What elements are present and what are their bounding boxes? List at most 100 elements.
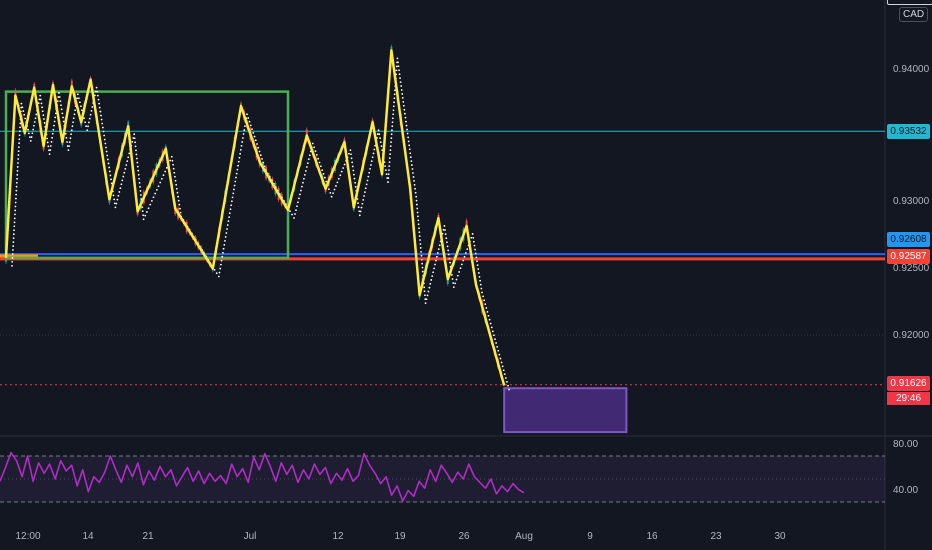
trail-dot [424, 298, 427, 301]
trail-dot [480, 287, 483, 290]
trail-dot [449, 261, 451, 264]
trail-dot [261, 158, 263, 160]
trail-dot [176, 191, 179, 194]
trail-dot [14, 209, 17, 212]
trail-dot [62, 120, 65, 123]
rsi-band [0, 456, 885, 502]
trail-dot [407, 140, 410, 143]
trail-dot [235, 176, 237, 179]
trail-dot [354, 181, 356, 184]
trail-dot [70, 129, 73, 132]
trail-dot [410, 160, 413, 163]
trail-dot [175, 187, 178, 190]
trail-dot [444, 229, 446, 231]
trail-dot [162, 174, 165, 177]
trail-dot [230, 200, 233, 203]
trail-dot [377, 129, 380, 132]
trail-dot [263, 165, 266, 168]
trail-dot [499, 357, 502, 360]
trail-dot [389, 153, 392, 156]
trail-dot [100, 118, 103, 121]
trail-dot [302, 177, 305, 180]
trail-dot [171, 159, 174, 162]
trail-dot [15, 189, 18, 192]
trail-dot [18, 142, 21, 145]
trail-dot [219, 267, 222, 270]
trail-dot [16, 177, 18, 180]
trail-dot [37, 102, 40, 105]
trail-dot [315, 154, 318, 156]
trail-dot [18, 134, 21, 137]
trail-dot [487, 314, 490, 317]
trail-dot [38, 98, 41, 101]
trail-dot [443, 225, 446, 227]
time-label: Jul [243, 531, 257, 542]
trail-dot [94, 90, 97, 93]
trail-dot [17, 158, 20, 160]
trail-dot [448, 257, 451, 260]
trail-dot [387, 177, 390, 179]
trail-dot [423, 290, 426, 293]
trail-dot [39, 94, 42, 97]
trail-dot [420, 250, 422, 253]
trail-dot [393, 93, 396, 96]
trail-dot [122, 175, 125, 178]
trail-dot [34, 117, 37, 120]
trail-dot [302, 181, 304, 184]
trail-dot [47, 145, 50, 148]
trail-dot [392, 113, 395, 116]
trail-dot [146, 211, 148, 213]
trail-dot [297, 201, 299, 204]
trail-dot [259, 154, 262, 157]
trail-dot [237, 160, 240, 163]
trail-dot [235, 172, 238, 175]
trail-dot [241, 141, 244, 143]
trail-dot [424, 302, 427, 304]
trail-dot [358, 214, 361, 217]
trail-dot [494, 338, 496, 341]
trail-dot [424, 294, 426, 297]
trail-dot [477, 268, 480, 270]
trail-dot [89, 113, 92, 116]
trail-dot [452, 282, 455, 284]
trail-dot [419, 243, 422, 245]
trail-dot [16, 173, 19, 176]
trail-dot [139, 185, 141, 188]
trail-dot [233, 188, 235, 191]
trail-dot [32, 128, 35, 131]
trail-dot [154, 192, 157, 195]
trail-dot [458, 271, 461, 273]
trail-dot [406, 128, 408, 131]
trail-dot [253, 135, 256, 138]
trail-dot [353, 177, 356, 180]
currency-badge[interactable]: CAD [899, 7, 929, 22]
current-price-tag: 0.91626 [887, 376, 930, 391]
trail-dot [35, 113, 38, 116]
trail-dot [234, 180, 237, 183]
trail-dot [80, 105, 82, 108]
trail-dot [317, 157, 320, 160]
trail-dot [107, 162, 110, 165]
time-label: 9 [587, 531, 593, 542]
trail-dot [215, 272, 218, 275]
trail-dot [373, 148, 376, 151]
trail-dot [93, 94, 96, 97]
trail-dot [170, 155, 173, 158]
trail-dot [96, 94, 99, 97]
trail-dot [390, 133, 393, 136]
trail-dot [471, 233, 474, 235]
trail-dot [504, 377, 507, 379]
trail-dot [379, 141, 382, 144]
trail-dot [110, 178, 112, 181]
trail-dot [296, 205, 298, 208]
trail-dot [124, 167, 127, 170]
trail-dot [113, 202, 116, 205]
trail-dot [403, 108, 406, 111]
trail-dot [222, 247, 225, 250]
trail-dot [431, 275, 434, 278]
trail-dot [133, 133, 136, 136]
trail-dot [476, 260, 478, 263]
trail-dot [177, 199, 180, 202]
time-label: 21 [142, 531, 154, 542]
